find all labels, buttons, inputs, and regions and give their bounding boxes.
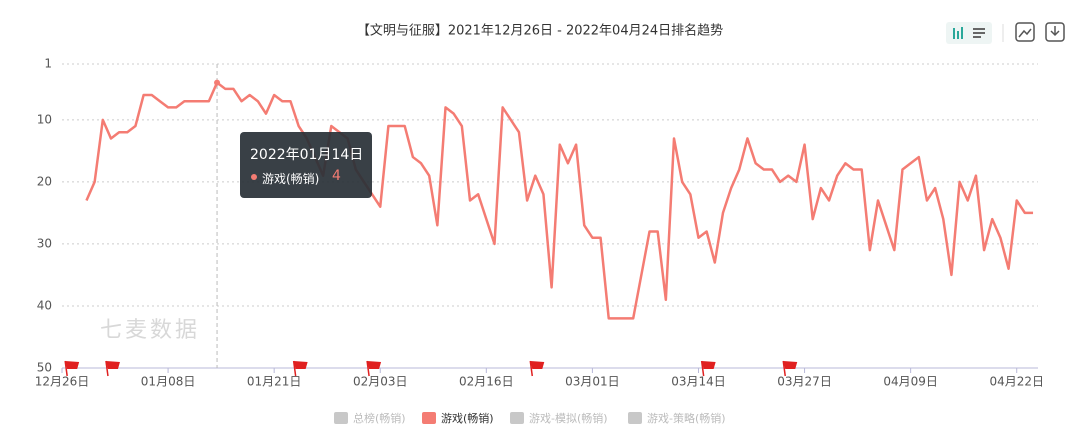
- x-tick-label: 04月09日: [883, 375, 938, 389]
- legend-label[interactable]: 总榜(畅销): [353, 411, 406, 425]
- x-tick-label: 02月16日: [459, 375, 514, 389]
- flag: [65, 361, 80, 369]
- x-tick-label: 03月14日: [671, 375, 726, 389]
- event-flag[interactable]: [529, 360, 545, 377]
- y-tick-label: 50: [37, 361, 52, 375]
- flag-pole: [782, 360, 786, 377]
- flag: [367, 361, 382, 369]
- x-tick-label: 03月01日: [565, 375, 620, 389]
- y-tick-label: 40: [37, 298, 52, 312]
- event-flag[interactable]: [700, 360, 716, 377]
- flag-pole: [529, 360, 534, 377]
- tooltip-series: 游戏(畅销): [262, 172, 320, 186]
- y-tick-label: 1: [44, 57, 52, 71]
- tooltip-title: 2022年01月14日: [250, 147, 364, 163]
- save-image[interactable]: [1015, 22, 1035, 42]
- tooltip-value: 4: [332, 168, 341, 184]
- chart-title: 【文明与征服】2021年12月26日 - 2022年04月24日排名趋势: [357, 23, 723, 39]
- flag: [783, 361, 798, 369]
- legend-swatch[interactable]: [510, 412, 524, 424]
- watermark: 七麦数据: [100, 318, 200, 343]
- flag-pole: [700, 360, 705, 377]
- legend-swatch[interactable]: [334, 412, 348, 424]
- legend-label[interactable]: 游戏-模拟(畅销): [529, 411, 608, 425]
- y-tick-label: 10: [37, 112, 52, 126]
- flag: [105, 361, 120, 369]
- event-flag[interactable]: [782, 360, 798, 377]
- y-tick-label: 30: [37, 236, 52, 250]
- x-tick-label: 02月03日: [353, 375, 408, 389]
- toolbar[interactable]: [946, 22, 1065, 44]
- event-flag[interactable]: [64, 360, 80, 377]
- legend-swatch[interactable]: [422, 412, 436, 424]
- x-tick-label: 01月21日: [247, 375, 302, 389]
- flag-pole: [366, 360, 370, 377]
- line-series: [85, 81, 1034, 320]
- event-flag[interactable]: [366, 360, 382, 377]
- x-tick-label: 12月26日: [35, 375, 90, 389]
- x-tick-label: 04月22日: [989, 375, 1044, 389]
- flag: [701, 361, 716, 369]
- tooltip: 2022年01月14日 游戏(畅销) 4: [240, 132, 372, 198]
- event-flag[interactable]: [105, 360, 120, 377]
- legend-swatch[interactable]: [628, 412, 642, 424]
- flag: [530, 361, 545, 369]
- flag-pole: [292, 360, 297, 377]
- hover-point: [214, 79, 221, 86]
- flag-pole: [64, 360, 68, 377]
- flag-pole: [105, 360, 109, 377]
- x-tick-label: 03月27日: [777, 375, 832, 389]
- view-toggle[interactable]: [946, 22, 992, 44]
- legend-label[interactable]: 游戏(畅销): [441, 411, 494, 425]
- legend-label[interactable]: 游戏-策略(畅销): [647, 411, 726, 425]
- download[interactable]: [1045, 22, 1065, 42]
- x-tick-label: 01月08日: [141, 375, 196, 389]
- y-tick-label: 20: [37, 174, 52, 188]
- event-flag[interactable]: [292, 360, 308, 377]
- flag: [293, 361, 308, 369]
- tooltip-dot: [251, 174, 257, 180]
